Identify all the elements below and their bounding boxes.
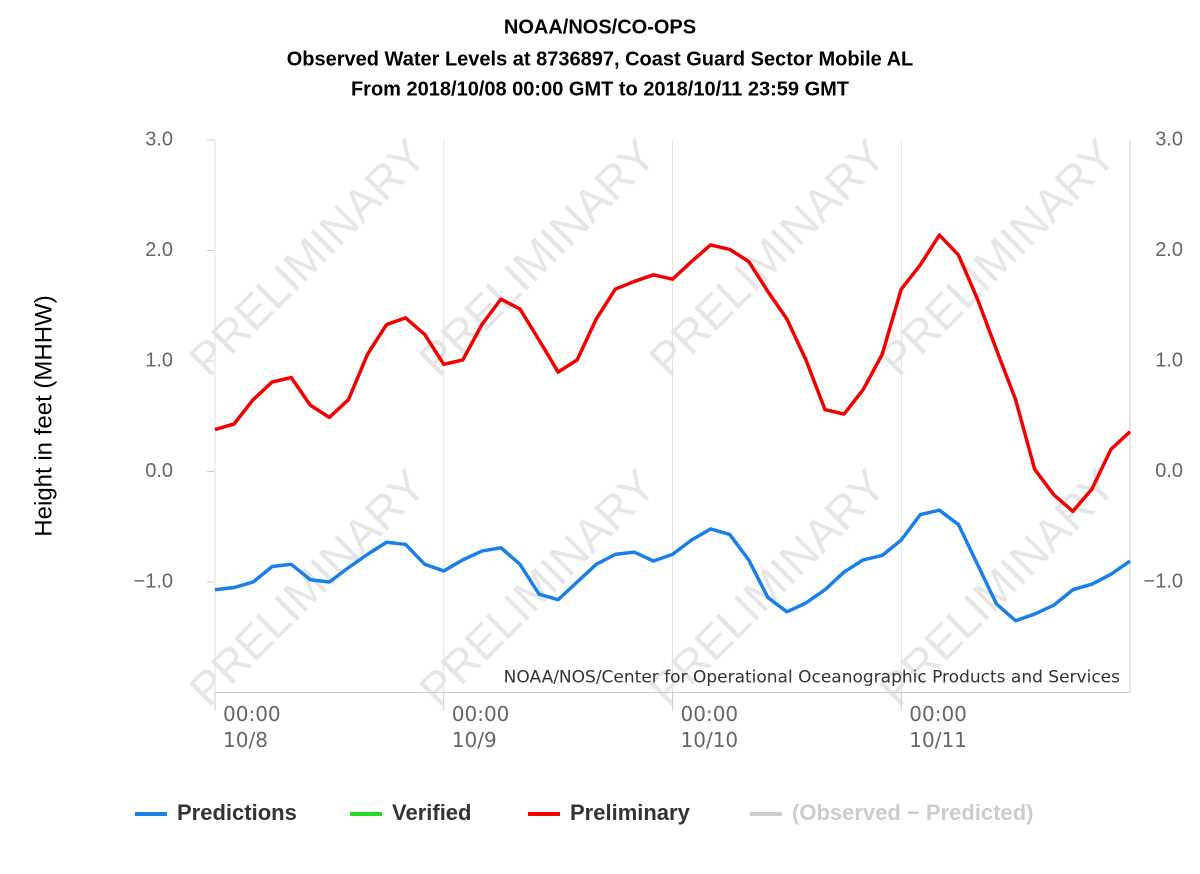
y2-tick-label: 2.0: [1155, 239, 1183, 261]
x-tick-label: 00:00 10/10: [680, 701, 739, 752]
y2-tick-label: −1.0: [1144, 570, 1183, 592]
credit: NOAA/NOS/Center for Operational Oceanogr…: [504, 668, 1120, 688]
chart-title: NOAA/NOS/CO-OPS: [504, 16, 696, 38]
y2-tick-label: 3.0: [1155, 128, 1183, 150]
chart-title: From 2018/10/08 00:00 GMT to 2018/10/11 …: [351, 78, 849, 100]
y-tick-label: 0.0: [145, 460, 173, 482]
watermark: PRELIMINARY: [409, 129, 666, 386]
watermark: PRELIMINARY: [179, 459, 436, 716]
series-line: [214, 233, 1132, 514]
chart-title: Observed Water Levels at 8736897, Coast …: [287, 48, 914, 70]
legend-label: Verified: [392, 800, 471, 825]
legend-label: (Observed − Predicted): [792, 800, 1033, 825]
y-tick-label: 3.0: [145, 128, 173, 150]
x-tick-label: 00:00 10/11: [909, 701, 967, 752]
watermark: PRELIMINARY: [639, 129, 896, 386]
series-line: [214, 508, 1131, 623]
y-tick-label: 2.0: [145, 239, 173, 261]
legend-label: Preliminary: [570, 800, 691, 825]
x-tick-label: 00:00 10/9: [451, 701, 510, 752]
watermark: PRELIMINARY: [179, 129, 436, 386]
y-axis-label: Height in feet (MHHW): [30, 295, 57, 536]
y2-tick-label: 1.0: [1155, 349, 1183, 371]
y2-tick-label: 0.0: [1155, 460, 1183, 482]
y-tick-label: 1.0: [145, 349, 173, 371]
legend-label: Predictions: [177, 800, 297, 825]
x-tick-label: 00:00 10/8: [223, 701, 281, 752]
y-tick-label: −1.0: [134, 570, 173, 592]
